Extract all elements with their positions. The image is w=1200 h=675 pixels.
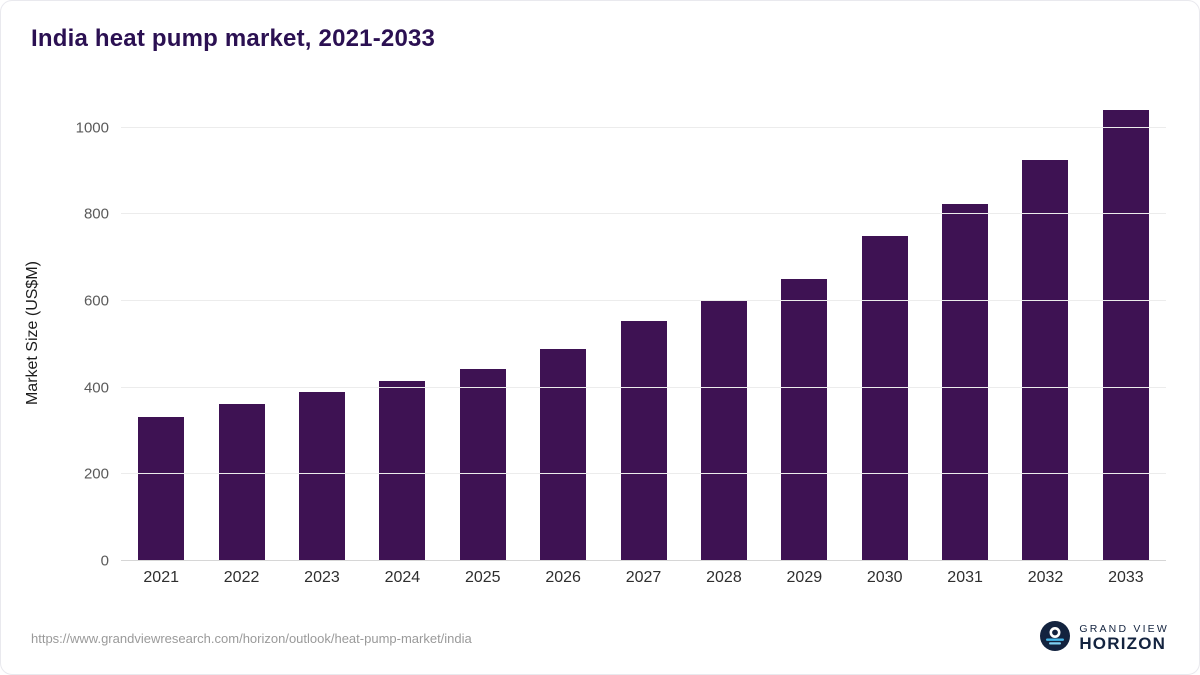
gridline	[121, 126, 1166, 128]
y-tick-label: 1000	[75, 119, 109, 137]
horizon-logo-icon	[1040, 621, 1071, 656]
x-tick-label: 2029	[786, 569, 823, 586]
bar-2024[interactable]	[379, 380, 426, 561]
bar-2023[interactable]	[298, 392, 345, 561]
x-tick-label: 2033	[1108, 569, 1144, 586]
x-tick-label: 2022	[223, 569, 260, 586]
y-tick-label: 0	[100, 552, 109, 570]
bar-slot	[201, 106, 281, 561]
gridline	[121, 386, 1166, 388]
source-url: https://www.grandviewresearch.com/horizo…	[31, 631, 472, 646]
bar-2022[interactable]	[218, 404, 265, 561]
bar-slot	[1005, 106, 1085, 561]
x-tick-label: 2028	[706, 569, 742, 586]
bar-slot	[603, 106, 683, 561]
y-ticks: 0 200 400 600 800 1000	[1, 106, 109, 569]
bar-slot	[925, 106, 1005, 561]
bar-slot	[523, 106, 603, 561]
x-tick-label: 2027	[625, 569, 662, 586]
x-tick-label: 2025	[464, 569, 501, 586]
footer: https://www.grandviewresearch.com/horizo…	[31, 621, 1169, 656]
x-tick-label: 2032	[1027, 569, 1064, 586]
bar-2021[interactable]	[138, 417, 185, 561]
x-tick-label: 2031	[947, 569, 983, 586]
x-tick-label: 2021	[143, 569, 179, 586]
bar-2030[interactable]	[861, 236, 908, 561]
gridline	[121, 213, 1166, 215]
bar-2033[interactable]	[1102, 110, 1149, 561]
logo-line-horizon: HORIZON	[1079, 634, 1167, 654]
x-tick-label: 2026	[545, 569, 581, 586]
gridline	[121, 473, 1166, 475]
bar-slot	[121, 106, 201, 561]
plot-area	[121, 106, 1166, 561]
logo-line-grand-view: GRAND VIEW	[1079, 623, 1169, 636]
chart-title: India heat pump market, 2021-2033	[31, 25, 436, 52]
y-tick-label: 200	[83, 465, 109, 483]
bar-slot	[1086, 106, 1166, 561]
gridline	[121, 560, 1166, 561]
bar-2032[interactable]	[1022, 160, 1069, 561]
bar-slot	[282, 106, 362, 561]
y-tick-label: 800	[83, 205, 109, 223]
bar-2027[interactable]	[620, 320, 667, 561]
gridline	[121, 300, 1166, 301]
bar-slot	[845, 106, 925, 561]
x-tick-label: 2024	[384, 569, 421, 586]
y-tick-label: 600	[83, 292, 109, 310]
logo-text: GRAND VIEW HORIZON	[1079, 624, 1169, 653]
bars-container	[121, 106, 1166, 561]
x-axis-labels: 2021 2022 2023 2024 2025 2026 2027 2028 2029 2030…	[121, 569, 1166, 587]
x-tick-label: 2030	[866, 569, 903, 586]
bar-slot	[764, 106, 844, 561]
grand-view-horizon-logo: GRAND VIEW HORIZON	[1040, 621, 1169, 656]
bar-2029[interactable]	[781, 279, 828, 561]
bar-slot	[362, 106, 442, 561]
y-tick-label: 400	[83, 379, 109, 397]
bar-slot	[684, 106, 764, 561]
bar-2031[interactable]	[942, 203, 989, 561]
bar-2025[interactable]	[459, 368, 506, 561]
bar-2026[interactable]	[540, 348, 587, 561]
x-tick-label: 2023	[304, 569, 340, 586]
bar-2028[interactable]	[700, 301, 747, 561]
bar-slot	[443, 106, 523, 561]
